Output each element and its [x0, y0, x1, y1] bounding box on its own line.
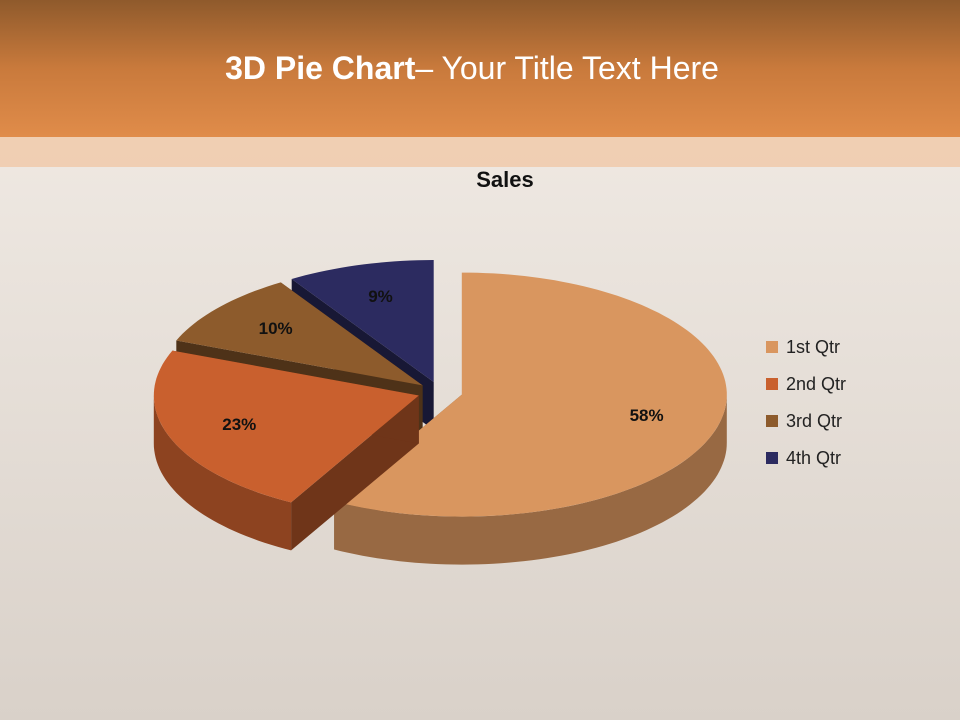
slide-title-rest: – Your Title Text Here [415, 50, 719, 86]
title-band [0, 137, 960, 167]
slice [334, 272, 727, 517]
legend-label: 4th Qtr [786, 448, 841, 468]
slide-title: 3D Pie Chart– Your Title Text Here [225, 50, 719, 86]
chart-title: Sales [476, 167, 534, 192]
pie: 58% 23% 10% 9% [153, 260, 727, 565]
slice [291, 260, 434, 382]
slice [176, 282, 423, 386]
legend-swatch [766, 378, 778, 390]
legend: 1st Qtr 2nd Qtr 3rd Qtr 4th Qtr [766, 337, 846, 468]
legend-label: 3rd Qtr [786, 411, 842, 431]
slice-side [334, 394, 727, 565]
legend-label: 2nd Qtr [786, 374, 846, 394]
slide-title-bold: 3D Pie Chart [225, 50, 416, 86]
legend-swatch [766, 452, 778, 464]
data-label: 58% [630, 406, 664, 425]
legend-swatch [766, 341, 778, 353]
legend-swatch [766, 415, 778, 427]
slice-side [153, 395, 292, 551]
slice [153, 350, 419, 503]
title-bar [0, 0, 960, 137]
data-label: 10% [259, 319, 293, 338]
data-label: 9% [368, 287, 393, 306]
data-label: 23% [222, 415, 256, 434]
legend-label: 1st Qtr [786, 337, 840, 357]
